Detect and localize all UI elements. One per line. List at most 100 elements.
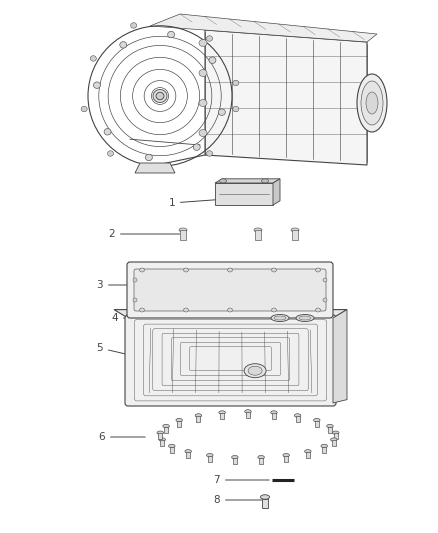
Bar (180, 230, 186, 240)
Ellipse shape (274, 316, 286, 320)
Polygon shape (114, 310, 347, 318)
Polygon shape (205, 30, 367, 165)
Ellipse shape (195, 414, 201, 417)
Ellipse shape (327, 424, 333, 428)
Bar (158, 433, 162, 439)
Ellipse shape (323, 298, 327, 302)
Ellipse shape (157, 431, 163, 434)
Ellipse shape (271, 411, 277, 414)
Polygon shape (135, 163, 175, 173)
Ellipse shape (299, 316, 311, 320)
FancyBboxPatch shape (127, 262, 333, 318)
Text: 2: 2 (108, 229, 180, 239)
Bar (284, 456, 288, 462)
Bar (196, 416, 201, 422)
Ellipse shape (93, 82, 100, 88)
Ellipse shape (81, 106, 87, 112)
Bar (177, 421, 181, 426)
Text: 7: 7 (213, 475, 269, 485)
Bar (208, 456, 212, 462)
Ellipse shape (169, 444, 175, 448)
Ellipse shape (233, 80, 239, 86)
Ellipse shape (315, 308, 321, 312)
Ellipse shape (314, 418, 320, 422)
Ellipse shape (244, 364, 266, 378)
Text: 6: 6 (99, 432, 145, 442)
Ellipse shape (120, 42, 127, 48)
Ellipse shape (163, 424, 170, 428)
Bar (315, 421, 319, 426)
Bar (220, 413, 224, 419)
Ellipse shape (232, 456, 238, 459)
Ellipse shape (254, 228, 262, 232)
Bar (328, 426, 332, 433)
Ellipse shape (199, 69, 207, 77)
Ellipse shape (271, 314, 289, 321)
Ellipse shape (261, 179, 268, 183)
Ellipse shape (323, 278, 327, 282)
Bar (164, 426, 168, 433)
Text: 3: 3 (96, 280, 127, 290)
Ellipse shape (206, 36, 212, 41)
Bar (292, 230, 298, 240)
Ellipse shape (133, 278, 137, 282)
Ellipse shape (185, 450, 191, 453)
Bar (306, 452, 310, 458)
Ellipse shape (179, 228, 187, 232)
Ellipse shape (321, 444, 328, 448)
Ellipse shape (361, 81, 383, 125)
Bar (233, 458, 237, 464)
Polygon shape (273, 179, 280, 205)
Bar (322, 447, 326, 453)
Text: 4: 4 (111, 313, 172, 323)
Bar (259, 458, 263, 464)
Polygon shape (215, 183, 273, 205)
Ellipse shape (227, 268, 233, 272)
Text: 8: 8 (213, 495, 262, 505)
Ellipse shape (258, 456, 265, 459)
Ellipse shape (131, 23, 137, 28)
Bar (272, 413, 276, 419)
Ellipse shape (184, 308, 188, 312)
Ellipse shape (193, 144, 200, 150)
Bar (255, 230, 261, 240)
Ellipse shape (315, 268, 321, 272)
Ellipse shape (332, 431, 339, 434)
Ellipse shape (207, 454, 213, 457)
Ellipse shape (248, 366, 262, 375)
Bar (262, 498, 268, 507)
Ellipse shape (272, 268, 276, 272)
Ellipse shape (133, 298, 137, 302)
Ellipse shape (296, 314, 314, 321)
Ellipse shape (199, 100, 207, 107)
Bar (246, 412, 250, 418)
Polygon shape (215, 179, 280, 183)
Bar (170, 447, 174, 453)
Ellipse shape (206, 151, 212, 156)
Ellipse shape (145, 154, 152, 161)
Ellipse shape (245, 410, 251, 413)
Ellipse shape (199, 39, 207, 46)
Ellipse shape (218, 109, 225, 116)
Polygon shape (150, 14, 377, 42)
Ellipse shape (107, 151, 113, 156)
FancyBboxPatch shape (125, 315, 336, 406)
Ellipse shape (104, 128, 111, 135)
Ellipse shape (139, 268, 145, 272)
Ellipse shape (227, 308, 233, 312)
Ellipse shape (90, 56, 96, 61)
Ellipse shape (156, 92, 164, 100)
Ellipse shape (153, 90, 167, 102)
Ellipse shape (219, 179, 226, 183)
Ellipse shape (283, 454, 290, 457)
Polygon shape (333, 310, 347, 403)
Ellipse shape (261, 495, 269, 499)
FancyBboxPatch shape (134, 269, 326, 311)
Ellipse shape (331, 438, 337, 441)
Ellipse shape (139, 308, 145, 312)
Ellipse shape (291, 228, 299, 232)
Text: 1: 1 (168, 198, 237, 208)
Ellipse shape (272, 308, 276, 312)
Ellipse shape (233, 106, 239, 112)
Bar (160, 440, 164, 446)
